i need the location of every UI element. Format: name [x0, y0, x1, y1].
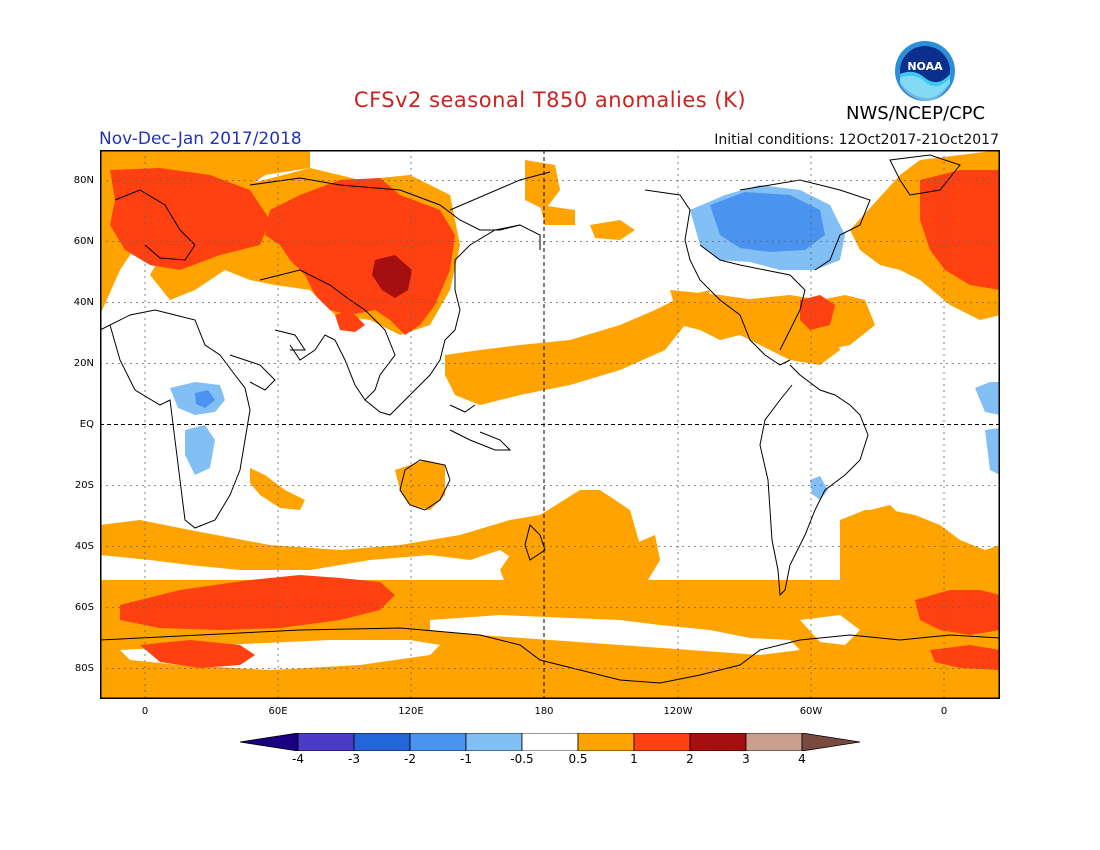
- map-frame: [100, 150, 1000, 699]
- colorbar: [240, 733, 860, 751]
- lon-label: 0: [141, 706, 149, 717]
- colorbar-label: -4: [292, 752, 304, 766]
- graticule: [100, 150, 1000, 699]
- coastlines: [100, 154, 1000, 684]
- anomaly-blue: [195, 192, 825, 408]
- organization-label: NWS/NCEP/CPC: [846, 103, 986, 124]
- colorbar-label: 4: [798, 752, 806, 766]
- colorbar-seg: [745, 733, 803, 751]
- colorbar-seg: [409, 733, 467, 751]
- lat-label: 60N: [73, 236, 94, 247]
- lat-label: 40S: [74, 541, 94, 552]
- colorbar-seg: [801, 733, 860, 751]
- anomaly-orange: [100, 150, 1000, 699]
- lon-label: 120E: [398, 706, 424, 717]
- anomaly-red: [110, 168, 1000, 670]
- lat-label: 60S: [74, 602, 94, 613]
- colorbar-label: -1: [460, 752, 472, 766]
- lon-label: 180: [534, 706, 554, 717]
- colorbar-seg: [297, 733, 355, 751]
- lon-label: 60E: [268, 706, 288, 717]
- initial-conditions: Initial conditions: 12Oct2017-21Oct2017: [714, 132, 999, 148]
- lat-label: 80S: [74, 663, 94, 674]
- lat-label: 40N: [73, 297, 94, 308]
- map-title: CFSv2 seasonal T850 anomalies (K): [353, 88, 747, 112]
- colorbar-seg: [577, 733, 635, 751]
- equator-dateline: [100, 150, 1000, 699]
- lon-label: 60W: [799, 706, 823, 717]
- lat-label: EQ: [79, 419, 94, 430]
- colorbar-seg: [521, 733, 579, 751]
- colorbar-seg: [633, 733, 691, 751]
- season-period: Nov-Dec-Jan 2017/2018: [99, 129, 302, 149]
- noaa-logo: NOAA: [895, 41, 955, 102]
- logo-text: NOAA: [907, 60, 943, 73]
- lon-label: 0: [940, 706, 948, 717]
- colorbar-label: -2: [404, 752, 416, 766]
- colorbar-label: 0.5: [568, 752, 588, 766]
- colorbar-label: 3: [742, 752, 750, 766]
- lat-label: 80N: [73, 175, 94, 186]
- lat-label: 20S: [74, 480, 94, 491]
- lat-label: 20N: [73, 358, 94, 369]
- anomaly-darkred: [372, 255, 412, 298]
- colorbar-seg: [240, 733, 299, 751]
- colorbar-label: -3: [348, 752, 360, 766]
- lon-label: 120W: [663, 706, 693, 717]
- colorbar-label: -0.5: [510, 752, 534, 766]
- colorbar-label: 1: [630, 752, 638, 766]
- colorbar-seg: [689, 733, 747, 751]
- anomaly-map: [100, 150, 1000, 699]
- colorbar-label: 2: [686, 752, 694, 766]
- colorbar-seg: [465, 733, 523, 751]
- colorbar-seg: [353, 733, 411, 751]
